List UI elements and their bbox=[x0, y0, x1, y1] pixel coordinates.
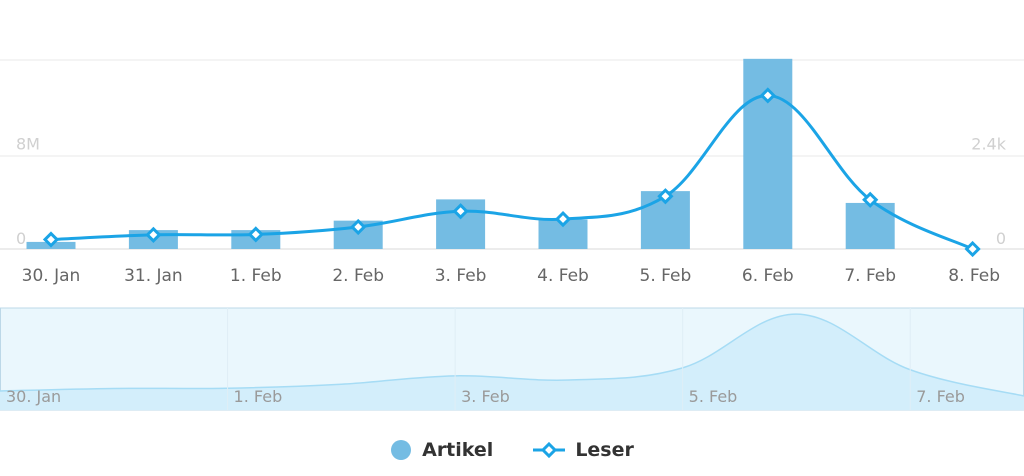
line-series-icon bbox=[533, 441, 566, 459]
y-right-tick-label: 0 bbox=[996, 229, 1006, 248]
leser-marker-1[interactable] bbox=[145, 226, 162, 243]
leser-line[interactable] bbox=[50, 93, 974, 251]
navigator[interactable]: 30. Jan 1. Feb 3. Feb 5. Feb 7. Feb bbox=[0, 307, 1024, 411]
x-tick-label: 8. Feb bbox=[948, 266, 1000, 286]
legend-item-leser[interactable]: Leser bbox=[533, 439, 634, 461]
y-right-tick-labels: 0 2.4k bbox=[971, 135, 1006, 249]
leser-marker-3[interactable] bbox=[350, 218, 367, 236]
leser-marker-2[interactable] bbox=[247, 226, 264, 243]
x-tick-label: 7. Feb bbox=[844, 266, 896, 286]
x-tick-label: 4. Feb bbox=[537, 266, 589, 286]
y-left-tick-labels: 0 8M bbox=[16, 135, 40, 249]
navigator-line bbox=[0, 313, 1024, 397]
navigator-area bbox=[0, 314, 1024, 410]
x-tick-label: 6. Feb bbox=[742, 266, 794, 286]
leser-marker-4[interactable] bbox=[452, 203, 469, 220]
chart-svg: 30. Jan 31. Jan 1. Feb 2. Feb 3. Feb 4. Feb 5.… bbox=[0, 58, 1024, 411]
x-tick-label: 1. Feb bbox=[230, 266, 282, 286]
leser-marker-6[interactable] bbox=[657, 188, 674, 205]
leser-marker-7[interactable] bbox=[759, 87, 776, 104]
navigator-tick-label: 3. Feb bbox=[461, 387, 510, 406]
leser-marker-9[interactable] bbox=[964, 240, 981, 258]
x-axis-tick-labels: 30. Jan 31. Jan 1. Feb 2. Feb 3. Feb 4. Feb 5.… bbox=[22, 266, 1000, 286]
leser-marker-5[interactable] bbox=[554, 210, 572, 228]
y-right-tick-label: 2.4k bbox=[971, 135, 1006, 154]
y-left-tick-label: 0 bbox=[16, 229, 26, 248]
legend-item-artikel[interactable]: Artikel bbox=[390, 439, 493, 461]
navigator-tick-label: 30. Jan bbox=[6, 387, 61, 406]
leser-marker-8[interactable] bbox=[862, 191, 879, 208]
legend-label-artikel: Artikel bbox=[422, 439, 494, 461]
x-tick-label: 5. Feb bbox=[640, 266, 692, 286]
navigator-tick-label: 1. Feb bbox=[234, 387, 283, 406]
navigator-tick-label: 5. Feb bbox=[689, 387, 738, 406]
x-tick-label: 2. Feb bbox=[332, 266, 384, 286]
navigator-tick-label: 7. Feb bbox=[916, 387, 965, 406]
artikel-bars[interactable] bbox=[26, 58, 895, 249]
x-tick-label: 31. Jan bbox=[124, 266, 183, 286]
leser-marker-0[interactable] bbox=[42, 231, 60, 248]
x-tick-label: 30. Jan bbox=[22, 266, 81, 286]
legend: Artikel Leser bbox=[0, 432, 1024, 468]
leser-markers[interactable] bbox=[42, 87, 981, 258]
x-tick-label: 3. Feb bbox=[435, 266, 487, 286]
y-left-tick-label: 8M bbox=[16, 135, 40, 154]
bar-series-icon bbox=[391, 440, 412, 460]
legend-label-leser: Leser bbox=[575, 439, 634, 461]
